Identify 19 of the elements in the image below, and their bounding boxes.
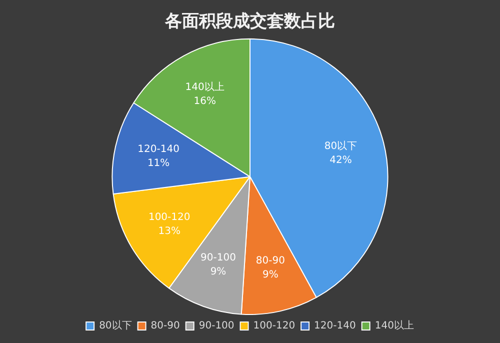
legend-label: 80-90: [150, 320, 180, 332]
legend-label: 140以上: [374, 320, 414, 332]
legend-label: 80以下: [99, 320, 132, 332]
slice-label: 120-140: [138, 144, 180, 155]
data-label: 9%: [262, 270, 278, 281]
data-label: 9%: [210, 266, 226, 278]
chart-title: 各面积段成交套数占比: [164, 12, 335, 32]
data-label: 11%: [147, 158, 170, 169]
slice-label: 100-120: [148, 212, 190, 223]
legend-label: 90-100: [198, 320, 234, 332]
data-label: 42%: [330, 154, 352, 166]
slice-label: 80-90: [256, 256, 285, 267]
legend-label: 120-140: [314, 320, 356, 332]
data-label: 13%: [158, 226, 180, 237]
slice-label: 90-100: [200, 252, 236, 264]
legend-label: 100-120: [253, 320, 296, 332]
slice-label: 80以下: [324, 140, 358, 152]
slice-label: 140以上: [185, 81, 224, 94]
data-label: 16%: [194, 96, 216, 108]
